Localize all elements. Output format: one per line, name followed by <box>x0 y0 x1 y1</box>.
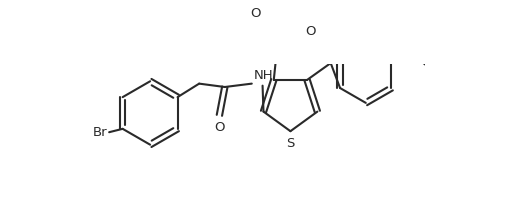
Text: Br: Br <box>93 126 108 139</box>
Text: NH: NH <box>254 69 273 82</box>
Text: O: O <box>305 25 316 38</box>
Text: O: O <box>214 121 225 134</box>
Text: S: S <box>286 137 295 149</box>
Text: O: O <box>250 7 261 20</box>
